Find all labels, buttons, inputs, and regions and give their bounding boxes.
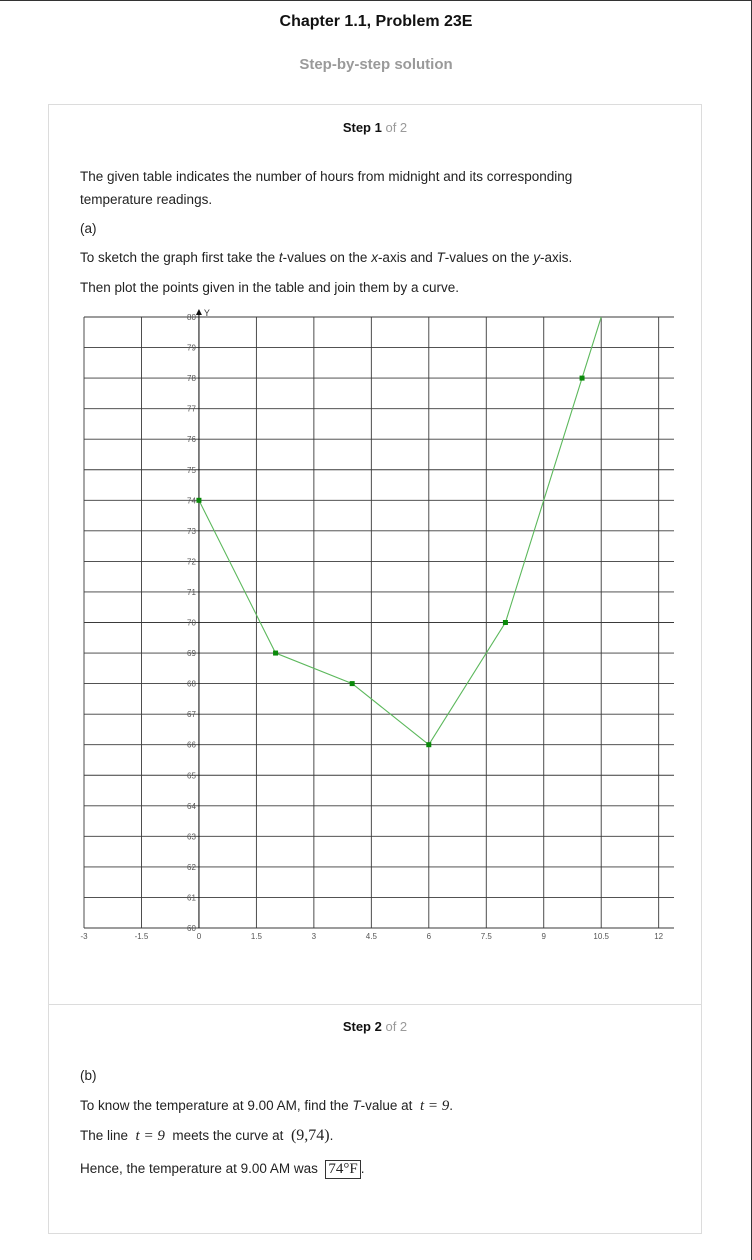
step-2-part-label: (b) (80, 1068, 97, 1083)
y-tick-label-18: 78 (187, 374, 196, 383)
x-tick-label-3: 1.5 (251, 932, 263, 941)
y-tick-label-19: 79 (187, 344, 196, 353)
step-1-plot-text: Then plot the points given in the table … (80, 280, 459, 295)
equation-t-equals-9: t = 9 (419, 1098, 450, 1114)
x-tick-label-10: 12 (654, 932, 663, 941)
data-point-3 (426, 742, 432, 748)
y-tick-label-13: 73 (187, 527, 196, 536)
page-title: Chapter 1.1, Problem 23E (279, 13, 473, 30)
y-tick-label-0: 60 (187, 924, 196, 933)
y-tick-label-8: 68 (187, 680, 196, 689)
step-1-header: Step 1 of 2 (49, 120, 701, 135)
x-tick-label-9: 10.5 (593, 932, 609, 941)
answer-box: 74°F (325, 1160, 361, 1179)
data-point-2 (349, 681, 355, 687)
temperature-chart: Y606162636465666768697071727374757677787… (80, 309, 674, 941)
equation-line-t-9: t = 9 (135, 1128, 165, 1144)
y-tick-label-14: 74 (187, 496, 196, 505)
y-axis-label: Y (204, 309, 210, 318)
step-1-axes-text: To sketch the graph first take the t-val… (80, 250, 573, 265)
step-divider (49, 1004, 701, 1005)
step-2-header: Step 2 of 2 (49, 1019, 701, 1034)
y-tick-label-11: 71 (187, 588, 196, 597)
step-2-label: Step 2 (342, 1019, 382, 1034)
y-tick-label-1: 61 (187, 893, 196, 902)
series-line (198, 317, 602, 746)
x-tick-label-1: -1.5 (135, 932, 149, 941)
step-2-line-3: Hence, the temperature at 9.00 AM was 74… (80, 1160, 365, 1179)
x-tick-label-0: -3 (80, 932, 88, 941)
step-2-line-2: The line t = 9 meets the curve at (9,74)… (80, 1127, 334, 1144)
data-point-0 (196, 497, 202, 503)
solution-card: Step 1 of 2 The given table indicates th… (48, 104, 702, 1234)
step-1-of: of 2 (385, 120, 408, 135)
x-tick-label-5: 4.5 (366, 932, 378, 941)
step-1-part-label: (a) (80, 221, 97, 236)
top-border (0, 0, 752, 1)
y-tick-label-12: 72 (187, 557, 196, 566)
intersection-point: (9,74) (290, 1127, 330, 1144)
y-tick-label-3: 63 (187, 832, 196, 841)
y-tick-label-5: 65 (187, 771, 196, 780)
y-tick-label-4: 64 (187, 802, 196, 811)
y-tick-label-7: 67 (187, 710, 196, 719)
y-tick-label-9: 69 (187, 649, 196, 658)
y-tick-label-15: 75 (187, 466, 196, 475)
y-tick-label-6: 66 (187, 741, 196, 750)
step-1-label: Step 1 (342, 120, 382, 135)
x-tick-label-7: 7.5 (481, 932, 493, 941)
x-tick-label-6: 6 (427, 932, 432, 941)
y-tick-label-17: 77 (187, 405, 196, 414)
y-tick-label-10: 70 (187, 619, 196, 628)
data-point-4 (502, 620, 508, 625)
y-tick-label-20: 80 (187, 313, 196, 322)
x-tick-label-2: 0 (197, 932, 202, 941)
y-tick-label-16: 76 (187, 435, 196, 444)
data-point-5 (579, 375, 585, 381)
step-2-of: of 2 (385, 1019, 408, 1034)
data-point-1 (273, 650, 279, 656)
page-subtitle: Step-by-step solution (299, 56, 453, 73)
step-2-line-1: To know the temperature at 9.00 AM, find… (80, 1098, 454, 1114)
y-axis-arrow-icon (195, 309, 202, 315)
x-tick-label-8: 9 (542, 932, 547, 941)
step-1-intro: The given table indicates the number of … (80, 169, 573, 207)
y-tick-label-2: 62 (187, 863, 196, 872)
x-tick-label-4: 3 (312, 932, 317, 941)
